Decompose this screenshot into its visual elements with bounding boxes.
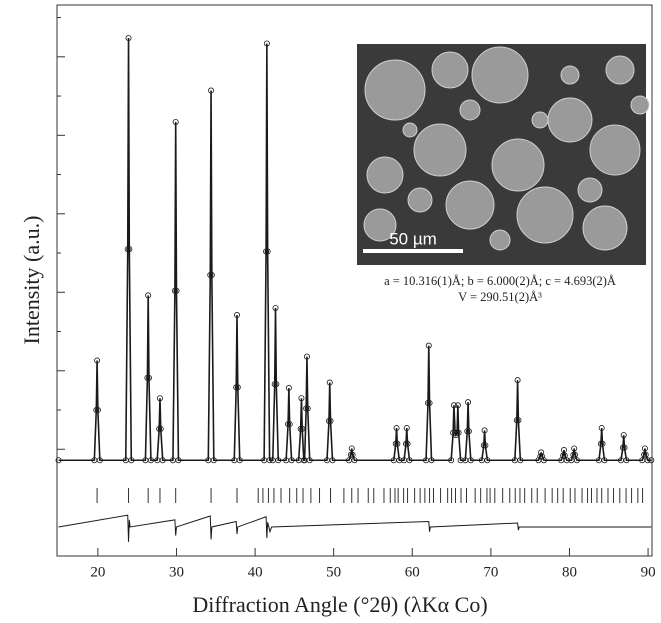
annotation: a = 10.316(1)Å; b = 6.000(2)Å; c = 4.693… bbox=[384, 274, 616, 288]
inset-micrograph: 50 µm bbox=[357, 44, 649, 265]
x-tick-label: 40 bbox=[248, 564, 263, 580]
x-tick-label: 90 bbox=[641, 564, 656, 580]
chart: 50 µm a = 10.316(1)Å; b = 6.000(2)Å; c =… bbox=[0, 0, 661, 623]
x-tick-label: 50 bbox=[326, 564, 341, 580]
difference-curve bbox=[59, 515, 652, 542]
x-tick-label: 60 bbox=[405, 564, 420, 580]
x-tick-label: 70 bbox=[483, 564, 498, 580]
x-tick-label: 20 bbox=[90, 564, 105, 580]
y-axis-label: Intensity (a.u.) bbox=[19, 216, 44, 345]
x-tick-label: 30 bbox=[169, 564, 184, 580]
scale-label: 50 µm bbox=[389, 229, 437, 248]
x-tick-label: 80 bbox=[562, 564, 577, 580]
x-axis-label: Diffraction Angle (°2θ) (λKα Co) bbox=[192, 592, 487, 617]
annotation: V = 290.51(2)Å³ bbox=[458, 290, 542, 304]
